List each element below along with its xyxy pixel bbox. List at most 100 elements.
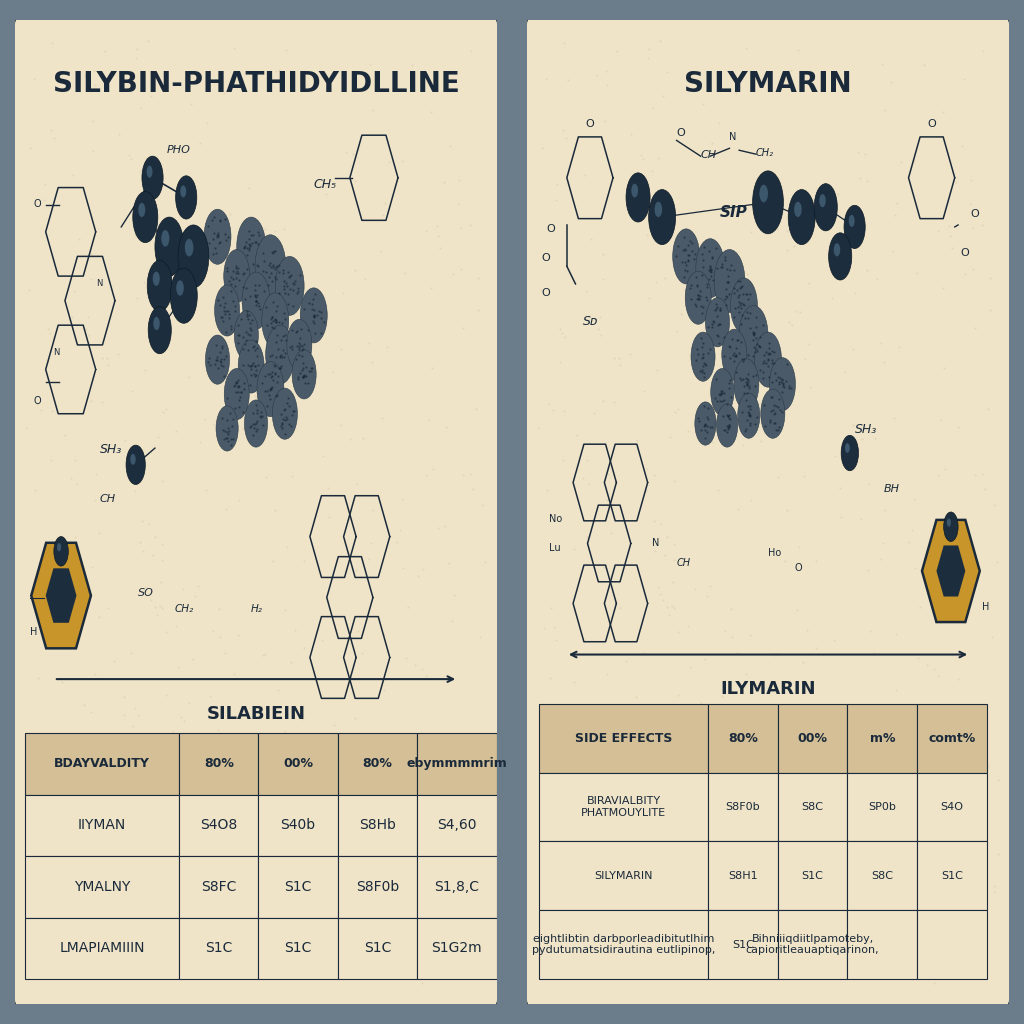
Point	[310, 898, 327, 914]
Circle shape	[845, 443, 850, 453]
Point	[267, 312, 284, 329]
Point	[611, 600, 628, 616]
Point	[980, 758, 996, 774]
Point	[295, 369, 311, 385]
Point	[732, 273, 749, 290]
Point	[687, 581, 703, 597]
Point	[289, 274, 305, 291]
Point	[247, 416, 263, 432]
Point	[437, 419, 454, 435]
Point	[191, 434, 208, 451]
Point	[745, 332, 762, 348]
Point	[247, 234, 263, 251]
Point	[714, 256, 730, 272]
Point	[926, 660, 942, 677]
Point	[788, 303, 805, 319]
Point	[696, 418, 713, 434]
Point	[392, 521, 409, 538]
Point	[246, 338, 262, 354]
Point	[742, 415, 759, 431]
Point	[714, 393, 730, 410]
Point	[269, 257, 286, 273]
Point	[589, 67, 605, 83]
Point	[728, 347, 744, 364]
Point	[356, 270, 373, 287]
Point	[403, 56, 420, 73]
Point	[752, 899, 768, 915]
Point	[249, 257, 265, 273]
Bar	[777, 910, 848, 979]
Bar	[708, 772, 777, 842]
Point	[657, 962, 674, 978]
Point	[437, 518, 454, 535]
Point	[90, 891, 106, 907]
Point	[775, 378, 792, 394]
Point	[670, 624, 686, 640]
Point	[279, 42, 295, 58]
Point	[737, 666, 754, 682]
Text: S1C: S1C	[802, 870, 823, 881]
Point	[150, 429, 166, 445]
Point	[754, 778, 770, 795]
Point	[262, 366, 279, 382]
Circle shape	[849, 215, 855, 227]
Point	[239, 233, 255, 250]
Point	[30, 670, 46, 686]
Point	[321, 509, 337, 525]
Point	[596, 559, 612, 575]
Point	[692, 695, 709, 712]
Point	[546, 618, 562, 635]
Point	[262, 381, 279, 397]
Point	[648, 361, 665, 378]
Point	[248, 293, 264, 309]
Point	[955, 613, 972, 630]
Point	[711, 315, 727, 332]
Point	[861, 946, 878, 963]
Point	[251, 276, 267, 293]
Point	[955, 72, 972, 88]
Circle shape	[57, 543, 61, 551]
Point	[726, 262, 742, 279]
Text: CH: CH	[99, 495, 116, 504]
Point	[950, 671, 967, 687]
Point	[667, 403, 683, 420]
Point	[706, 919, 722, 935]
Point	[662, 429, 678, 445]
Point	[711, 115, 727, 131]
Text: Bihniiiqdiitlpamoteby,
capioritleauaptiqarinon,: Bihniiiqdiitlpamoteby, capioritleauaptiq…	[745, 934, 880, 955]
Circle shape	[215, 285, 240, 336]
Bar	[848, 703, 918, 772]
Point	[690, 825, 707, 842]
Point	[202, 356, 218, 373]
Point	[274, 411, 291, 427]
Point	[242, 319, 258, 336]
Point	[909, 650, 926, 667]
Point	[251, 227, 267, 244]
Point	[702, 263, 719, 280]
Point	[287, 622, 303, 638]
Point	[811, 726, 827, 742]
Point	[63, 827, 80, 844]
Point	[250, 258, 266, 274]
Point	[137, 824, 154, 841]
Point	[953, 138, 970, 155]
Point	[636, 383, 652, 399]
Point	[778, 356, 795, 373]
Point	[889, 195, 905, 211]
Point	[763, 385, 779, 401]
Point	[403, 774, 420, 791]
Point	[750, 395, 766, 412]
Point	[36, 632, 52, 648]
Point	[857, 145, 873, 162]
Point	[949, 419, 966, 435]
Circle shape	[262, 293, 289, 348]
Point	[218, 324, 234, 340]
Point	[294, 361, 310, 378]
Point	[986, 497, 1002, 513]
Point	[905, 492, 922, 508]
Point	[214, 421, 230, 437]
Point	[732, 295, 749, 311]
Point	[861, 476, 878, 493]
Point	[255, 647, 271, 664]
Point	[698, 409, 715, 425]
